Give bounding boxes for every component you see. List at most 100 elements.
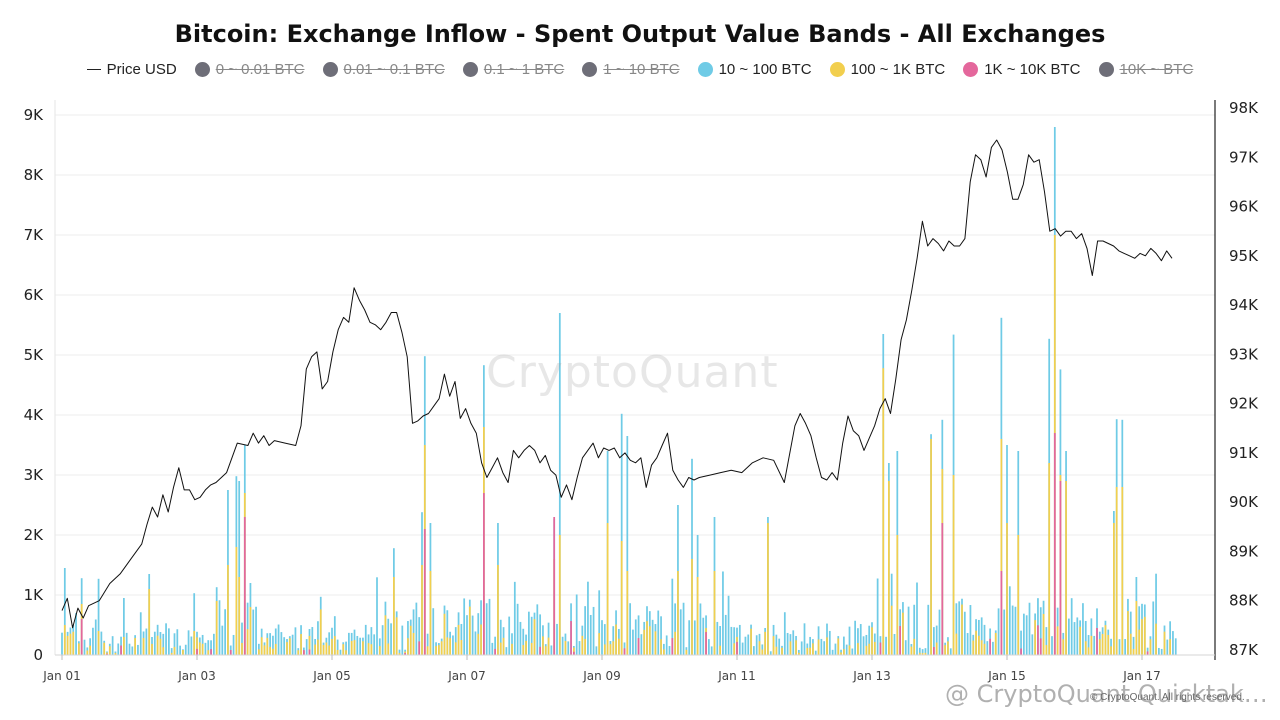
- bar-100-1k-btc: [871, 627, 873, 655]
- bar-10-100-btc: [1158, 647, 1160, 655]
- legend-item[interactable]: 0.01 ~ 0.1 BTC: [322, 61, 445, 78]
- legend-item[interactable]: 10K ~ BTC: [1098, 61, 1193, 78]
- y-left-tick-label: 3K: [24, 466, 45, 484]
- bar-10-100-btc: [710, 646, 713, 655]
- bar-10-100-btc: [904, 640, 907, 655]
- bar-100-1k-btc: [86, 650, 89, 655]
- bar-100-1k-btc: [106, 652, 108, 655]
- bar-100-1k-btc: [1042, 613, 1045, 655]
- bar-100-1k-btc: [975, 630, 977, 655]
- bar-100-1k-btc: [499, 642, 502, 655]
- legend-dot-marker: [322, 62, 338, 77]
- bar-100-1k-btc: [522, 645, 525, 655]
- x-tick-label: Jan 07: [447, 669, 486, 683]
- bar-10-100-btc: [1132, 636, 1135, 655]
- bar-100-1k-btc: [108, 646, 111, 655]
- bar-100-1k-btc: [297, 650, 300, 655]
- bar-100-1k-btc: [460, 640, 463, 655]
- bar-10-100-btc: [1093, 635, 1096, 655]
- bar-100-1k-btc: [609, 644, 612, 655]
- bar-100-1k-btc: [618, 638, 620, 655]
- legend-item[interactable]: 1 ~ 10 BTC: [582, 61, 680, 78]
- legend-item[interactable]: 10 ~ 100 BTC: [697, 61, 812, 78]
- legend-item[interactable]: 1K ~ 10K BTC: [963, 61, 1081, 78]
- bar-10-100-btc: [966, 633, 969, 655]
- bar-100-1k-btc: [573, 647, 575, 655]
- copyright-text: © CryptoQuant. All rights reserved.: [1090, 692, 1245, 703]
- bar-10-100-btc: [398, 649, 401, 655]
- y-right-tick-label: 96K: [1229, 198, 1259, 216]
- bar-10-100-btc: [238, 481, 241, 655]
- bar-10-100-btc: [204, 642, 207, 655]
- bar-100-1k-btc: [935, 642, 938, 655]
- bar-10-100-btc: [117, 643, 120, 655]
- bar-100-1k-btc: [713, 571, 716, 655]
- bar-10-100-btc: [145, 628, 148, 655]
- bar-100-1k-btc: [215, 601, 218, 655]
- bar-10-100-btc: [1025, 615, 1028, 655]
- bar-10-100-btc: [938, 609, 941, 655]
- bar-10-100-btc: [364, 624, 367, 655]
- bar-100-1k-btc: [758, 641, 761, 655]
- bar-10-100-btc: [407, 621, 409, 655]
- bar-10-100-btc: [485, 603, 488, 655]
- bar-100-1k-btc: [972, 640, 975, 655]
- legend-item[interactable]: 0 ~ 0.01 BTC: [194, 61, 305, 78]
- gridlines: [55, 114, 1215, 656]
- bar-10-100-btc: [272, 635, 274, 655]
- bar-10-100-btc: [488, 598, 491, 655]
- bar-100-1k-btc: [1138, 629, 1141, 655]
- legend-label: 10 ~ 100 BTC: [718, 61, 812, 78]
- y-left-tick-label: 5K: [24, 346, 45, 364]
- bar-1k-10k-btc: [1053, 433, 1056, 655]
- bar-100-1k-btc: [660, 639, 662, 655]
- bar-10-100-btc: [893, 634, 896, 655]
- bar-10-100-btc: [193, 593, 196, 655]
- bar-10-100-btc: [505, 647, 508, 655]
- bar-100-1k-btc: [269, 646, 271, 655]
- x-tick-label: Jan 05: [312, 669, 351, 683]
- bar-10-100-btc: [699, 603, 702, 655]
- bar-10-100-btc: [859, 624, 862, 655]
- legend-dot-marker: [582, 62, 598, 77]
- bar-10-100-btc: [955, 603, 958, 655]
- bar-100-1k-btc: [286, 642, 288, 655]
- bar-10-100-btc: [783, 612, 786, 655]
- legend-dot-marker: [963, 62, 979, 77]
- bar-10-100-btc: [187, 630, 190, 655]
- legend-item[interactable]: 0.1 ~ 1 BTC: [462, 61, 564, 78]
- bar-10-100-btc: [843, 636, 845, 655]
- bar-1k-10k-btc: [229, 650, 232, 655]
- bar-10-100-btc: [865, 634, 868, 655]
- bar-1k-10k-btc: [705, 632, 707, 655]
- bar-10-100-btc: [933, 627, 935, 655]
- bar-10-100-btc: [598, 590, 601, 655]
- bar-10-100-btc: [632, 629, 634, 655]
- bar-1k-10k-btc: [623, 648, 626, 655]
- y-left-tick-label: 8K: [24, 166, 45, 184]
- legend-item[interactable]: 100 ~ 1K BTC: [829, 61, 945, 78]
- bar-10-100-btc: [612, 626, 615, 655]
- bar-10-100-btc: [1166, 639, 1169, 655]
- bar-1k-10k-btc: [196, 648, 198, 655]
- bar-100-1k-btc: [227, 565, 229, 655]
- bar-100-1k-btc: [207, 650, 210, 655]
- bar-10-100-btc: [918, 647, 921, 655]
- bar-10-100-btc: [131, 646, 134, 655]
- bar-100-1k-btc: [1017, 535, 1020, 655]
- legend-item[interactable]: Price USD: [86, 61, 177, 78]
- bar-100-1k-btc: [840, 652, 842, 655]
- bar-10-100-btc: [168, 628, 170, 655]
- bar-10-100-btc: [499, 619, 502, 655]
- bar-10-100-btc: [702, 617, 705, 655]
- bar-10-100-btc: [162, 633, 165, 655]
- bar-10-100-btc: [558, 313, 561, 655]
- bar-10-100-btc: [454, 627, 457, 655]
- bar-10-100-btc: [803, 623, 806, 655]
- legend-dot-marker: [697, 62, 713, 77]
- bar-100-1k-btc: [449, 638, 451, 655]
- bar-100-1k-btc: [409, 625, 412, 655]
- bar-100-1k-btc: [72, 631, 75, 655]
- bar-10-100-btc: [75, 613, 77, 655]
- bar-1k-10k-btc: [671, 638, 674, 655]
